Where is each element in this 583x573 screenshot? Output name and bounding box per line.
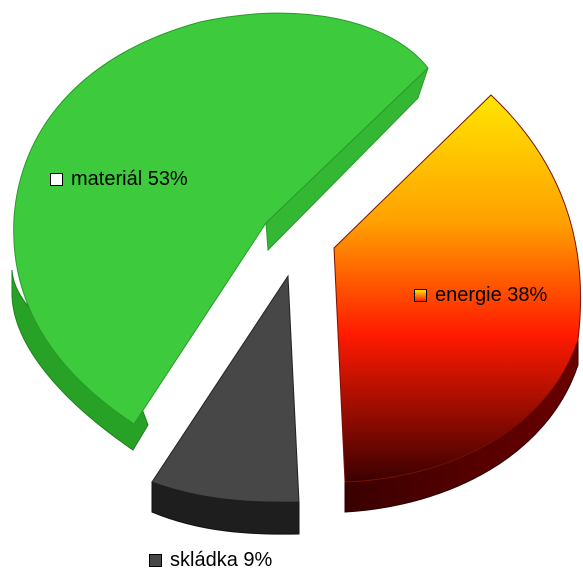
- pie-slice-energie: [333, 94, 581, 513]
- label-material: materiál 53%: [50, 168, 188, 191]
- pie-slice-skladka-top: [151, 274, 300, 503]
- pie-slice-material: [11, 12, 429, 451]
- label-material-swatch: [50, 173, 63, 186]
- pie-slice-energie-top: [333, 94, 581, 483]
- label-skladka-swatch: [149, 554, 162, 567]
- label-energie-text: energie 38%: [435, 284, 548, 306]
- label-skladka: skládka 9%: [149, 549, 272, 572]
- pie-slice-skladka: [151, 274, 300, 535]
- label-energie-swatch: [414, 289, 427, 302]
- pie-slice-material-wall: [265, 67, 429, 252]
- label-skladka-text: skládka 9%: [170, 549, 273, 571]
- label-material-text: materiál 53%: [71, 168, 188, 190]
- pie-slice-material-top: [13, 12, 429, 425]
- label-energie: energie 38%: [414, 284, 547, 307]
